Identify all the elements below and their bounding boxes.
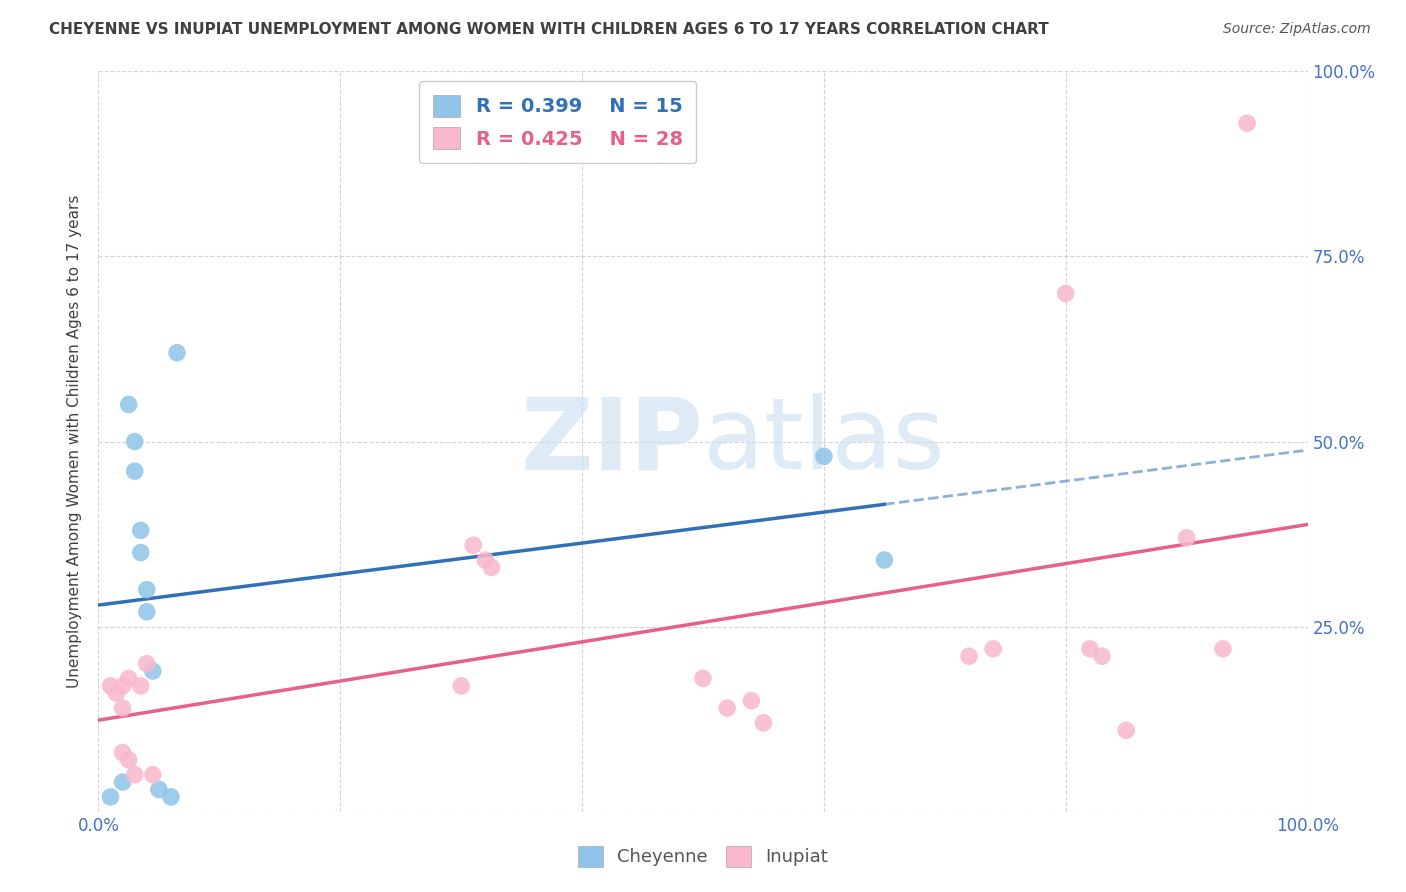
Point — [716, 701, 738, 715]
Point — [118, 672, 141, 686]
Point — [129, 524, 152, 538]
Point — [111, 775, 134, 789]
Point — [111, 746, 134, 760]
Point — [166, 345, 188, 359]
Point — [142, 664, 165, 678]
Point — [124, 767, 146, 781]
Point — [111, 701, 134, 715]
Point — [118, 753, 141, 767]
Point — [752, 715, 775, 730]
Point — [1115, 723, 1137, 738]
Point — [474, 553, 496, 567]
Text: ZIP: ZIP — [520, 393, 703, 490]
Y-axis label: Unemployment Among Women with Children Ages 6 to 17 years: Unemployment Among Women with Children A… — [67, 194, 83, 689]
Point — [450, 679, 472, 693]
Point — [124, 434, 146, 449]
Point — [463, 538, 485, 552]
Point — [118, 398, 141, 412]
Point — [873, 553, 896, 567]
Point — [100, 789, 122, 804]
Text: Source: ZipAtlas.com: Source: ZipAtlas.com — [1223, 22, 1371, 37]
Point — [740, 694, 762, 708]
Point — [111, 679, 134, 693]
Point — [135, 657, 157, 671]
Point — [124, 464, 146, 478]
Text: atlas: atlas — [703, 393, 945, 490]
Point — [692, 672, 714, 686]
Legend: R = 0.399    N = 15, R = 0.425    N = 28: R = 0.399 N = 15, R = 0.425 N = 28 — [419, 81, 696, 163]
Point — [1175, 531, 1198, 545]
Point — [142, 767, 165, 781]
Point — [1054, 286, 1077, 301]
Point — [105, 686, 128, 700]
Point — [1212, 641, 1234, 656]
Point — [148, 782, 170, 797]
Point — [135, 582, 157, 597]
Point — [129, 679, 152, 693]
Point — [957, 649, 980, 664]
Point — [481, 560, 503, 574]
Point — [100, 679, 122, 693]
Point — [1078, 641, 1101, 656]
Point — [813, 450, 835, 464]
Legend: Cheyenne, Inupiat: Cheyenne, Inupiat — [571, 838, 835, 874]
Point — [129, 546, 152, 560]
Text: CHEYENNE VS INUPIAT UNEMPLOYMENT AMONG WOMEN WITH CHILDREN AGES 6 TO 17 YEARS CO: CHEYENNE VS INUPIAT UNEMPLOYMENT AMONG W… — [49, 22, 1049, 37]
Point — [160, 789, 183, 804]
Point — [981, 641, 1004, 656]
Point — [1236, 116, 1258, 130]
Point — [135, 605, 157, 619]
Point — [1091, 649, 1114, 664]
